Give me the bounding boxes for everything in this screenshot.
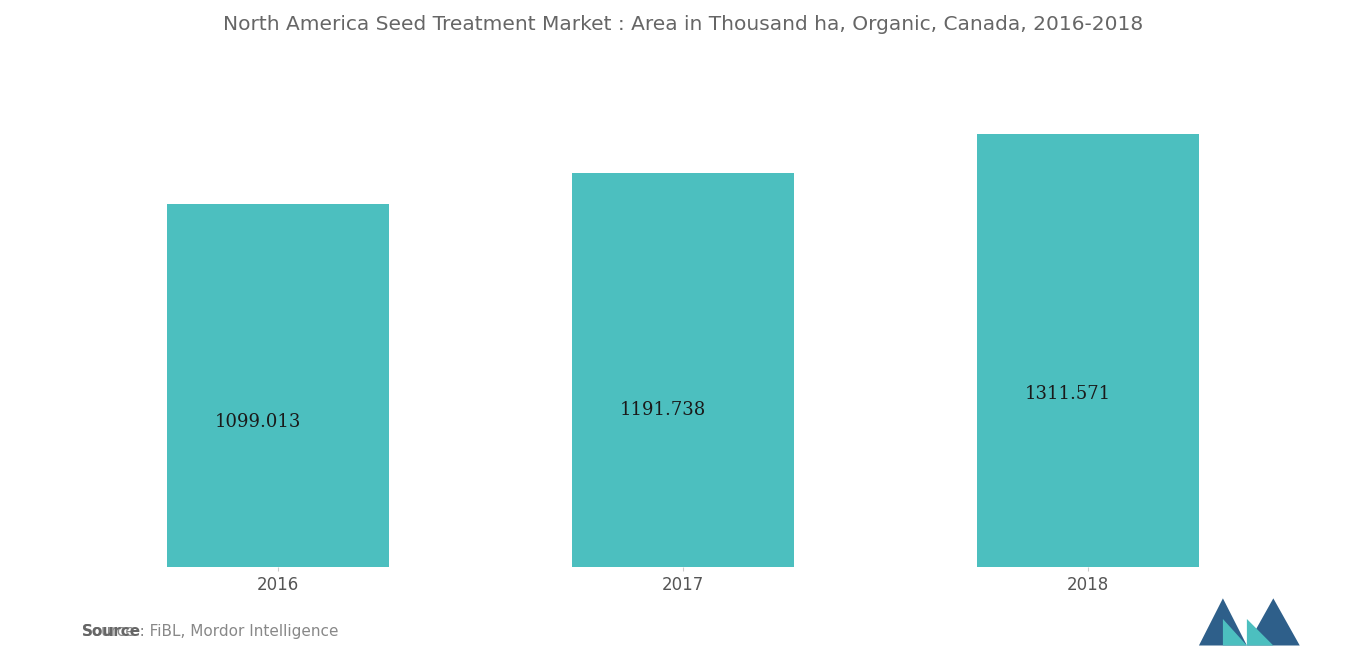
Text: 1311.571: 1311.571 bbox=[1024, 384, 1111, 403]
Title: North America Seed Treatment Market : Area in Thousand ha, Organic, Canada, 2016: North America Seed Treatment Market : Ar… bbox=[223, 15, 1143, 34]
Bar bbox=[167, 204, 389, 567]
Text: 1099.013: 1099.013 bbox=[214, 413, 301, 431]
Text: Source: Source bbox=[82, 624, 141, 639]
Bar bbox=[571, 174, 795, 567]
Text: 1191.738: 1191.738 bbox=[620, 401, 706, 419]
Text: Source : FiBL, Mordor Intelligence: Source : FiBL, Mordor Intelligence bbox=[82, 624, 339, 639]
Bar bbox=[977, 134, 1199, 567]
